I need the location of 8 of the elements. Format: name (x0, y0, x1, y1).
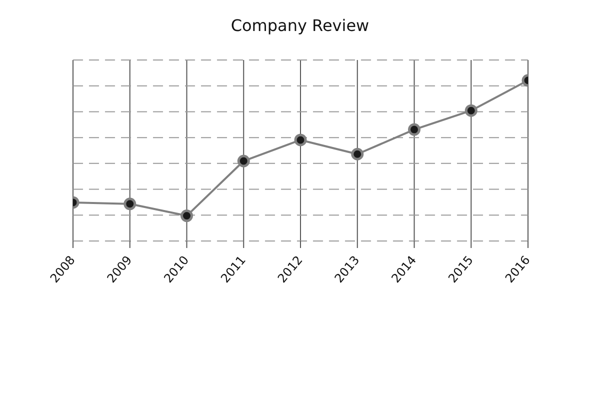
point (408, 123, 420, 136)
point (180, 210, 193, 222)
point (351, 148, 364, 160)
point (294, 134, 307, 146)
point (464, 104, 478, 117)
chart-title: Company Review (230, 16, 370, 35)
point (124, 198, 136, 210)
point (237, 154, 250, 168)
